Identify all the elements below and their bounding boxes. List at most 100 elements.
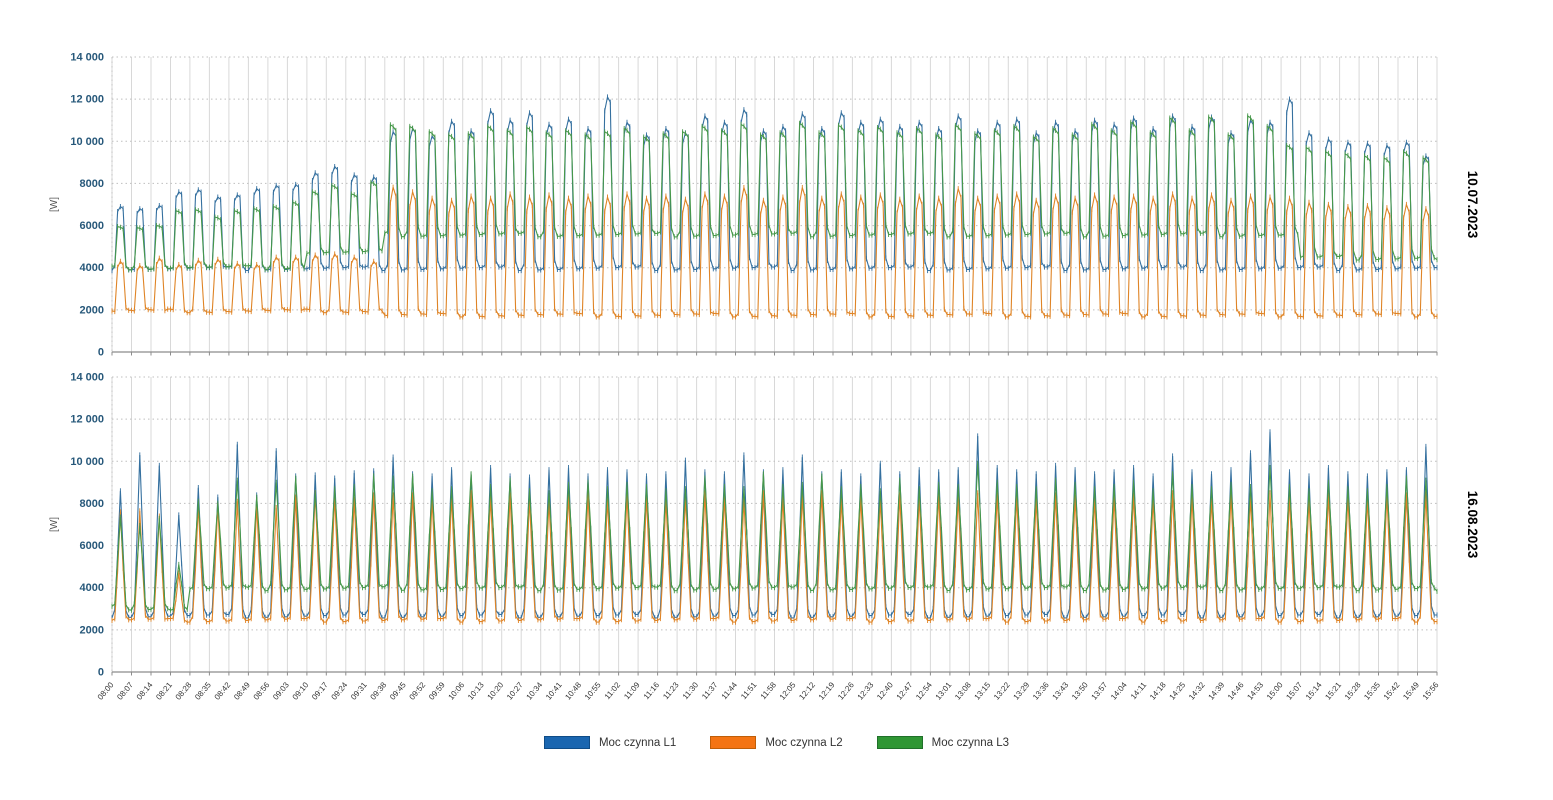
y-tick-label: 8000	[80, 498, 104, 510]
x-tick-label: 09:24	[330, 680, 350, 702]
y-axis-unit-label: [W]	[49, 197, 60, 212]
x-tick-label: 11:09	[622, 680, 642, 701]
y-tick-label: 12 000	[70, 414, 104, 426]
x-tick-label: 10:27	[505, 680, 525, 702]
x-tick-label: 15:00	[1265, 680, 1285, 702]
legend-swatch-l2	[710, 736, 757, 749]
y-tick-label: 10 000	[70, 456, 104, 468]
x-tick-label: 11:30	[681, 680, 701, 701]
x-tick-label: 09:17	[310, 680, 330, 702]
x-tick-label: 08:21	[154, 680, 174, 702]
x-tick-label: 15:07	[1284, 680, 1304, 702]
x-tick-label: 15:42	[1382, 680, 1402, 702]
x-tick-label: 14:11	[1129, 680, 1149, 701]
x-tick-label: 15:14	[1304, 680, 1324, 702]
x-tick-label: 10:41	[544, 680, 564, 702]
x-tick-label: 12:26	[836, 680, 856, 702]
x-tick-label: 11:58	[759, 680, 779, 701]
y-tick-label: 4000	[80, 582, 104, 594]
y-tick-label: 12 000	[70, 94, 104, 106]
legend-item-l2: Moc czynna L2	[710, 736, 843, 749]
legend-item-l1: Moc czynna L1	[543, 736, 677, 749]
x-tick-label: 08:28	[174, 680, 194, 702]
x-tick-label: 08:00	[96, 680, 116, 702]
series-markers-moc-czynna-l3	[111, 460, 1438, 613]
x-tick-label: 08:14	[135, 680, 155, 702]
series-markers-moc-czynna-l3	[111, 113, 1438, 273]
x-tick-label: 15:21	[1323, 680, 1343, 702]
legend-swatch-l3	[876, 736, 923, 749]
legend-swatch-l1	[543, 736, 590, 749]
y-tick-label: 0	[98, 667, 104, 679]
x-tick-label: 13:15	[973, 680, 993, 702]
x-tick-label: 12:40	[875, 680, 895, 702]
y-tick-label: 10 000	[70, 136, 104, 148]
x-tick-label: 14:18	[1148, 680, 1168, 702]
x-tick-label: 11:44	[720, 680, 740, 701]
x-tick-label: 11:16	[642, 680, 662, 701]
x-tick-label: 10:06	[446, 680, 466, 702]
x-tick-label: 15:49	[1401, 680, 1421, 702]
x-tick-label: 14:46	[1226, 680, 1246, 702]
x-tick-label: 10:20	[485, 680, 505, 702]
x-tick-label: 11:02	[603, 680, 623, 701]
x-tick-label: 09:31	[349, 680, 369, 702]
y-tick-label: 8000	[80, 178, 104, 190]
x-tick-label: 13:01	[934, 680, 954, 702]
chart-date-title: 16.08.2023	[1465, 491, 1480, 559]
x-tick-label: 15:28	[1343, 680, 1363, 702]
y-tick-label: 6000	[80, 540, 104, 552]
x-tick-label: 08:35	[193, 680, 213, 702]
chart-date-title: 10.07.2023	[1465, 171, 1480, 239]
x-tick-label: 11:23	[661, 680, 681, 701]
y-tick-label: 0	[98, 347, 104, 359]
x-tick-label: 13:50	[1070, 680, 1090, 702]
series-markers-moc-czynna-l2	[111, 490, 1438, 625]
series-markers-moc-czynna-l2	[111, 184, 1438, 320]
x-tick-label: 10:34	[524, 680, 544, 702]
x-tick-label: 13:22	[992, 680, 1012, 702]
x-tick-label: 09:10	[291, 680, 311, 702]
x-tick-label: 09:03	[271, 680, 291, 702]
x-tick-label: 10:55	[583, 680, 603, 702]
x-tick-label: 15:56	[1421, 680, 1441, 702]
y-tick-label: 14 000	[70, 372, 104, 384]
legend-item-l3: Moc czynna L3	[876, 736, 1010, 749]
x-tick-label: 14:53	[1245, 680, 1265, 702]
y-tick-label: 14 000	[70, 52, 104, 64]
y-tick-label: 2000	[80, 304, 104, 316]
x-tick-label: 11:51	[739, 680, 759, 701]
x-tick-label: 11:37	[700, 680, 720, 701]
legend-label: Moc czynna L1	[598, 736, 677, 749]
x-tick-label: 13:29	[1012, 680, 1032, 702]
x-tick-label: 12:47	[895, 680, 915, 702]
x-tick-label: 14:04	[1109, 680, 1129, 702]
legend-label: Moc czynna L3	[931, 736, 1010, 749]
x-tick-label: 12:19	[817, 680, 837, 702]
x-tick-label: 09:59	[427, 680, 447, 702]
chart-10.07.2023: 14 000 12 000 10 000 8000 6000 4000 2000 0 [W] 10…	[49, 52, 1480, 359]
x-tick-label: 08:49	[232, 680, 252, 702]
x-tick-label: 10:13	[466, 680, 486, 702]
x-tick-label: 08:56	[252, 680, 272, 702]
x-tick-label: 15:35	[1362, 680, 1382, 702]
y-tick-label: 2000	[80, 624, 104, 636]
y-axis-unit-label: [W]	[49, 517, 60, 532]
x-tick-label: 12:54	[914, 680, 934, 702]
x-tick-label: 13:36	[1031, 680, 1051, 702]
x-tick-label: 08:42	[213, 680, 233, 702]
x-tick-label: 13:08	[953, 680, 973, 702]
x-tick-label: 09:52	[408, 680, 428, 702]
x-tick-label: 14:32	[1187, 680, 1207, 702]
chart-16.08.2023: 14 000 12 000 10 000 8000 6000 4000 2000 0 [W] 16…	[49, 372, 1480, 702]
y-tick-label: 4000	[80, 262, 104, 274]
x-tick-label: 09:45	[388, 680, 408, 702]
x-tick-label: 13:57	[1090, 680, 1110, 702]
x-tick-label: 14:39	[1206, 680, 1226, 702]
x-tick-label: 14:25	[1167, 680, 1187, 702]
x-tick-label: 13:43	[1051, 680, 1071, 702]
x-tick-label: 09:38	[369, 680, 389, 702]
x-tick-label: 12:12	[797, 680, 817, 702]
